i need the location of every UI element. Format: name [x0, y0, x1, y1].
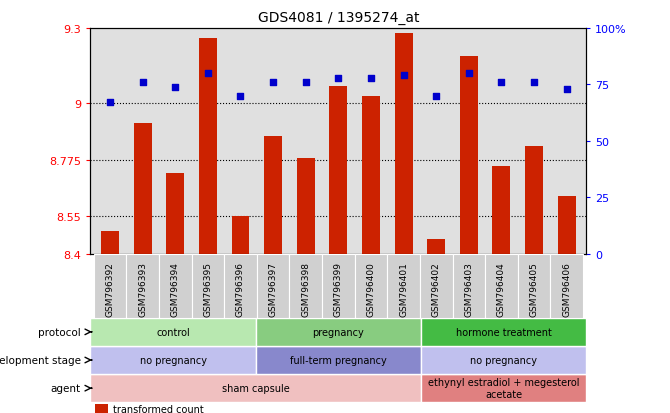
Bar [362, 97, 380, 254]
Text: sham capsule: sham capsule [222, 383, 289, 393]
Bar [525, 147, 543, 254]
Text: transformed count: transformed count [113, 404, 204, 413]
Text: GSM796400: GSM796400 [366, 262, 375, 316]
Bar [192, 254, 224, 318]
Text: GSM796402: GSM796402 [431, 262, 441, 316]
Text: pregnancy: pregnancy [312, 327, 364, 337]
Bar [427, 239, 445, 254]
Text: hormone treatment: hormone treatment [456, 327, 551, 337]
Text: GSM796403: GSM796403 [464, 262, 473, 316]
Point [398, 73, 409, 79]
Bar [492, 166, 511, 254]
Bar [452, 254, 485, 318]
Bar [421, 318, 586, 346]
Point [431, 93, 442, 100]
Text: GSM796398: GSM796398 [302, 262, 310, 316]
Point [202, 71, 213, 77]
Point [170, 84, 181, 91]
Bar [90, 318, 256, 346]
Point [366, 75, 377, 82]
Text: no pregnancy: no pregnancy [139, 355, 206, 365]
Text: GSM796395: GSM796395 [204, 262, 212, 316]
Bar [232, 216, 249, 254]
Bar [257, 254, 289, 318]
Text: GSM796399: GSM796399 [334, 262, 343, 316]
Text: development stage: development stage [0, 355, 80, 365]
Point [529, 80, 539, 86]
Bar [289, 254, 322, 318]
Bar [199, 39, 217, 254]
Text: GSM796404: GSM796404 [497, 262, 506, 316]
Text: GSM796394: GSM796394 [171, 262, 180, 316]
Bar [330, 86, 347, 254]
Point [561, 86, 572, 93]
Text: GSM796393: GSM796393 [138, 262, 147, 316]
Text: full-term pregnancy: full-term pregnancy [290, 355, 387, 365]
Point [464, 71, 474, 77]
Text: GSM796396: GSM796396 [236, 262, 245, 316]
Point [235, 93, 246, 100]
Bar [159, 254, 192, 318]
Bar [264, 136, 282, 254]
Bar [550, 254, 583, 318]
Bar [421, 374, 586, 402]
Bar [485, 254, 518, 318]
Bar [354, 254, 387, 318]
Bar [101, 232, 119, 254]
Text: no pregnancy: no pregnancy [470, 355, 537, 365]
Text: GSM796401: GSM796401 [399, 262, 408, 316]
Point [333, 75, 344, 82]
Bar [387, 254, 420, 318]
Text: agent: agent [50, 383, 80, 393]
Text: ethynyl estradiol + megesterol
acetate: ethynyl estradiol + megesterol acetate [428, 377, 580, 399]
Text: control: control [156, 327, 190, 337]
Bar [256, 318, 421, 346]
Text: GSM796405: GSM796405 [529, 262, 539, 316]
Bar [297, 159, 315, 254]
Text: protocol: protocol [38, 327, 80, 337]
Text: GSM796397: GSM796397 [269, 262, 277, 316]
Bar [134, 124, 151, 254]
Text: GSM796406: GSM796406 [562, 262, 572, 316]
Bar [94, 254, 127, 318]
Bar [557, 197, 576, 254]
Bar [518, 254, 550, 318]
Point [496, 80, 507, 86]
Point [300, 80, 311, 86]
Point [268, 80, 279, 86]
Bar [256, 346, 421, 374]
Bar [224, 254, 257, 318]
Bar [166, 174, 184, 254]
Bar [420, 254, 452, 318]
Point [137, 80, 148, 86]
Bar [90, 346, 256, 374]
Bar [322, 254, 354, 318]
Bar [127, 254, 159, 318]
Bar [95, 404, 108, 413]
Bar [90, 374, 421, 402]
Point [105, 100, 115, 107]
Bar [460, 57, 478, 254]
Bar [395, 34, 413, 254]
Bar [421, 346, 586, 374]
Text: GSM796392: GSM796392 [105, 262, 115, 316]
Title: GDS4081 / 1395274_at: GDS4081 / 1395274_at [257, 11, 419, 25]
